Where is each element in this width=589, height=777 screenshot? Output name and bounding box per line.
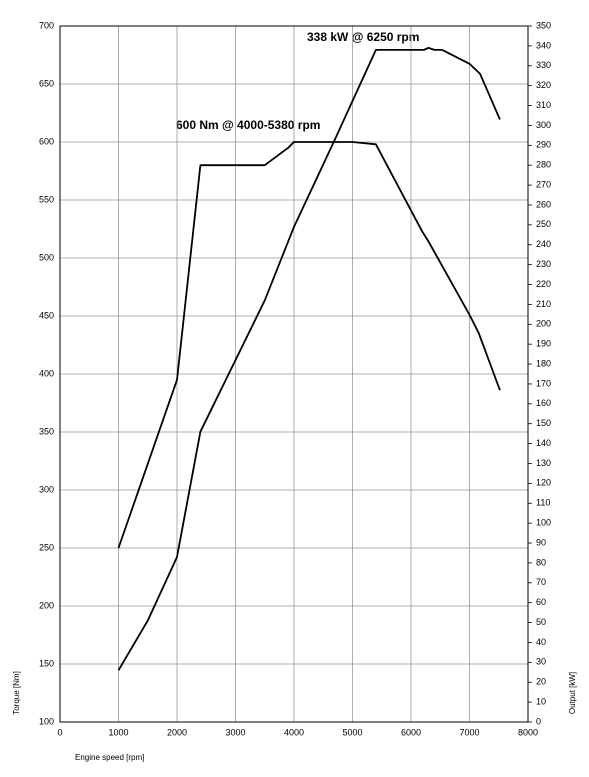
y2-tick-label: 270 [536, 179, 551, 189]
y2-tick-label: 40 [536, 637, 546, 647]
line [117, 46, 501, 671]
x-tick-label: 8000 [518, 727, 538, 737]
y2-tick-label: 230 [536, 259, 551, 269]
y2-tick-label: 280 [536, 160, 551, 170]
y2-tick-label: 50 [536, 617, 546, 627]
y-tick-label: 700 [39, 20, 54, 30]
x-tick-label: 7000 [459, 727, 479, 737]
y2-tick-label: 190 [536, 339, 551, 349]
y2-tick-label: 90 [536, 537, 546, 547]
x-tick-label: 3000 [225, 727, 245, 737]
y2-tick-label: 260 [536, 199, 551, 209]
y-tick-label: 550 [39, 194, 54, 204]
y2-tick-label: 250 [536, 219, 551, 229]
y-tick-label: 150 [39, 658, 54, 668]
y2-tick-label: 240 [536, 239, 551, 249]
y2-tick-label: 350 [536, 20, 551, 30]
y-tick-label: 600 [39, 136, 54, 146]
y2-tick-label: 200 [536, 319, 551, 329]
annotation: 600 Nm @ 4000-5380 rpm [176, 118, 320, 132]
y2-tick-label: 140 [536, 438, 551, 448]
x-tick-label: 4000 [284, 727, 304, 737]
y2-tick-label: 290 [536, 140, 551, 150]
y2-tick-label: 0 [536, 716, 541, 726]
y2-tick-label: 100 [536, 518, 551, 528]
y2-tick-label: 120 [536, 478, 551, 488]
y2-tick-label: 70 [536, 577, 546, 587]
x-axis-label: Engine speed [rpm] [75, 753, 144, 762]
x-tick-label: 5000 [342, 727, 362, 737]
y-tick-label: 100 [39, 716, 54, 726]
y-tick-label: 250 [39, 542, 54, 552]
y2-tick-label: 300 [536, 120, 551, 130]
y2-tick-label: 150 [536, 418, 551, 428]
x-tick-label: 0 [57, 727, 62, 737]
y2-axis-label: Output [kW] [568, 672, 577, 714]
y-tick-label: 650 [39, 78, 54, 88]
y2-tick-label: 170 [536, 378, 551, 388]
y-tick-label: 500 [39, 252, 54, 262]
y2-tick-label: 30 [536, 657, 546, 667]
y2-tick-label: 60 [536, 597, 546, 607]
y2-tick-label: 110 [536, 498, 550, 508]
y2-tick-label: 20 [536, 677, 546, 687]
annotation: 338 kW @ 6250 rpm [307, 30, 419, 44]
plot-frame [59, 25, 529, 723]
y-tick-label: 350 [39, 426, 54, 436]
y2-tick-label: 220 [536, 279, 551, 289]
x-tick-label: 6000 [401, 727, 421, 737]
y2-tick-label: 310 [536, 100, 551, 110]
y2-tick-label: 210 [536, 299, 551, 309]
y2-tick-label: 130 [536, 458, 551, 468]
y2-tick-label: 10 [536, 696, 546, 706]
y2-tick-label: 320 [536, 80, 551, 90]
y2-tick-label: 80 [536, 557, 546, 567]
y-tick-label: 300 [39, 484, 54, 494]
y-tick-label: 450 [39, 310, 54, 320]
y2-tick-label: 160 [536, 398, 551, 408]
y-axis-label: Torque [Nm] [12, 671, 21, 715]
x-tick-label: 2000 [167, 727, 187, 737]
y2-tick-label: 180 [536, 358, 551, 368]
y-tick-label: 400 [39, 368, 54, 378]
line [117, 141, 501, 549]
x-tick-label: 1000 [108, 727, 128, 737]
y2-tick-label: 330 [536, 60, 551, 70]
y-tick-label: 200 [39, 600, 54, 610]
y2-tick-label: 340 [536, 40, 551, 50]
